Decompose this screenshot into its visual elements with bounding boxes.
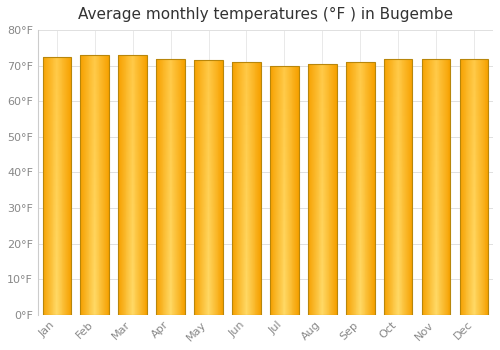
Bar — [270, 66, 298, 315]
Bar — [156, 58, 185, 315]
Bar — [460, 58, 488, 315]
Bar — [232, 62, 260, 315]
Bar — [42, 57, 71, 315]
Title: Average monthly temperatures (°F ) in Bugembe: Average monthly temperatures (°F ) in Bu… — [78, 7, 453, 22]
Bar — [346, 62, 374, 315]
Bar — [118, 55, 147, 315]
Bar — [384, 58, 412, 315]
Bar — [308, 64, 336, 315]
Bar — [422, 58, 450, 315]
Bar — [194, 60, 223, 315]
Bar — [80, 55, 109, 315]
